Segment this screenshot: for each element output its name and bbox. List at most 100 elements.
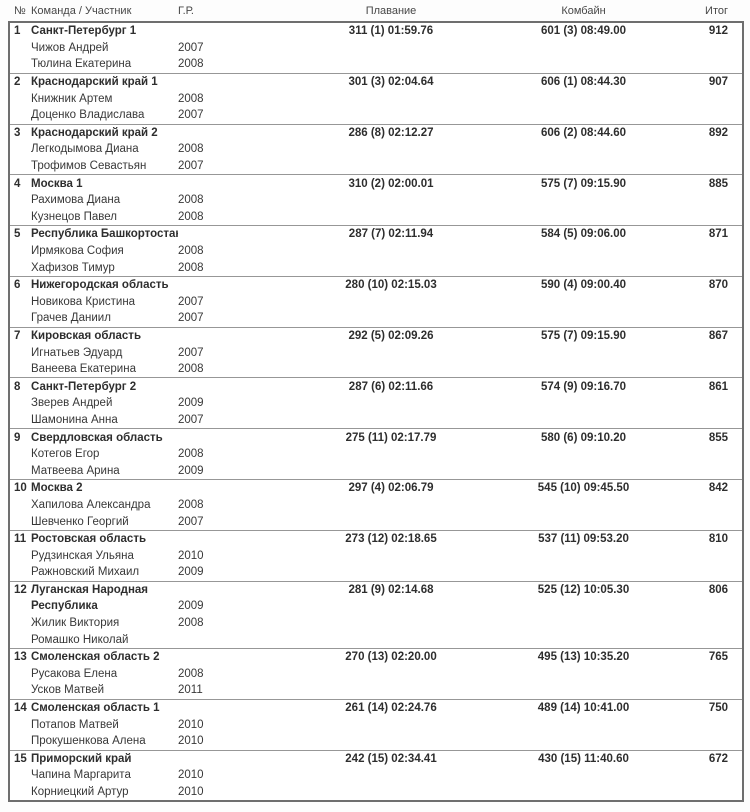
participant-name-cell: Ражновский Михаил [31,566,140,579]
col-header-number: № [14,4,26,17]
participant-line: Рахимова Диана 2008 [10,192,742,209]
participant-line: Новикова Кристина 2007 [10,294,742,311]
participant-line: Трофимов Севастьян 2007 [10,158,742,175]
participant-line: Корниецкий Артур 2010 [10,784,742,801]
combine-result-cell: 537 (11) 09:53.20 [538,533,629,546]
swimming-result-cell: 287 (7) 02:11.94 [348,228,434,241]
birth-year-cell: 2009 [178,600,204,613]
participant-name-cell: Шевченко Георгий [31,515,129,528]
team-result-line: 5 Республика Башкортостан 287 (7) 02:11.94… [10,226,742,243]
birth-year-cell: 2007 [178,295,204,308]
team-result-line: 10 Москва 2 297 (4) 02:06.79 545 (10) 09:45… [10,480,742,497]
swimming-result-cell: 261 (14) 02:24.76 [345,702,437,715]
participant-name-cell: Грачев Даниил [31,312,111,325]
team-result-line: 12 Луганская Народная 281 (9) 02:14.68 525 … [10,582,742,599]
team-result-line: 8 Санкт-Петербург 2 287 (6) 02:11.66 574 (9… [10,378,742,395]
team-name-cell: Смоленская область 1 [31,702,160,715]
birth-year-cell: 2010 [178,769,204,782]
birth-year-cell: 2010 [178,549,204,562]
birth-year-cell: 2007 [178,346,204,359]
swimming-result-cell: 270 (13) 02:20.00 [345,651,437,664]
participant-name-cell: Чапина Маргарита [31,769,131,782]
rank-cell: 13 [14,651,27,664]
swimming-result-cell: 301 (3) 02:04.64 [348,76,434,89]
participant-name-cell: Доценко Владислава [31,109,145,122]
total-points-cell: 861 [708,380,728,393]
team-block: 13 Смоленская область 2 270 (13) 02:20.00 4… [10,649,742,700]
participant-name-cell: Легкодымова Диана [31,143,139,156]
rank-cell: 11 [14,533,27,546]
team-name-cell: Краснодарский край 1 [31,76,158,89]
participant-name-cell: Шамонина Анна [31,413,118,426]
combine-result-cell: 601 (3) 08:49.00 [540,25,627,38]
birth-year-cell: 2008 [178,210,204,223]
col-header-birth-year: Г.Р. [178,4,194,17]
combine-result-cell: 584 (5) 09:06.00 [540,228,627,241]
rank-cell: 14 [14,702,27,715]
participant-name-cell: Жилик Виктория [31,617,120,630]
participant-line: Жилик Виктория 2008 [10,615,742,632]
swimming-result-cell: 311 (1) 01:59.76 [348,25,434,38]
total-points-cell: 907 [708,76,728,89]
birth-year-cell: 2008 [178,448,204,461]
team-result-line: 11 Ростовская область 273 (12) 02:18.65 537… [10,531,742,548]
team-result-line: 6 Нижегородская область 280 (10) 02:15.03 5… [10,277,742,294]
combine-result-cell: 575 (7) 09:15.90 [540,329,627,342]
participant-line: Книжник Артем 2008 [10,90,742,107]
col-header-team: Команда / Участник [31,4,132,17]
participant-line: Чапина Маргарита 2010 [10,767,742,784]
birth-year-cell: 2007 [178,413,204,426]
team-block: 4 Москва 1 310 (2) 02:00.01 575 (7) 09:15.9… [10,175,742,227]
participant-name-cell: Матвеева Арина [31,464,120,477]
participant-line: Шевченко Георгий 2007 [10,513,742,530]
swimming-result-cell: 287 (6) 02:11.66 [348,380,434,393]
team-name-cell: Республика Башкортостан [31,228,178,241]
team-name-cell: Ростовская область [31,533,147,546]
birth-year-cell: 2008 [178,617,204,630]
rank-cell: 6 [14,279,21,292]
participant-name-cell: Хапилова Александра [31,498,151,511]
combine-result-cell: 580 (6) 09:10.20 [540,431,627,444]
rank-cell: 15 [14,752,27,765]
swimming-result-cell: 310 (2) 02:00.01 [348,177,434,190]
swimming-result-cell: 292 (5) 02:09.26 [348,329,434,342]
total-points-cell: 750 [708,702,728,715]
participant-line: Кузнецов Павел 2008 [10,209,742,226]
combine-result-cell: 495 (13) 10:35.20 [537,651,630,664]
participant-line: Зверев Андрей 2009 [10,395,742,412]
rank-cell: 7 [14,329,21,342]
combine-result-cell: 606 (2) 08:44.60 [540,126,627,139]
combine-result-cell: 430 (15) 11:40.60 [538,752,629,765]
team-block: 1 Санкт-Петербург 1 311 (1) 01:59.76 601 (3… [10,23,742,74]
team-block: 8 Санкт-Петербург 2 287 (6) 02:11.66 574 (9… [10,378,742,430]
participant-name-cell: Котегов Егор [31,448,100,461]
birth-year-cell: 2010 [178,786,204,799]
birth-year-cell: 2009 [178,464,204,477]
team-result-line: 14 Смоленская область 1 261 (14) 02:24.76 4… [10,700,742,717]
birth-year-cell: 2007 [178,109,204,122]
swimming-result-cell: 281 (9) 02:14.68 [348,583,434,596]
birth-year-cell: 2008 [178,261,204,274]
participant-line: Хафизов Тимур 2008 [10,259,742,276]
participant-line: Чижов Андрей 2007 [10,40,742,57]
participant-line: Грачев Даниил 2007 [10,310,742,327]
birth-year-cell: 2008 [178,245,204,258]
team-result-line: 15 Приморский край 242 (15) 02:34.41 430 (1… [10,751,742,768]
team-name-cell: Санкт-Петербург 1 [31,25,137,38]
rank-cell: 4 [14,177,21,190]
team-name-cell: Луганская Народная [31,583,148,596]
birth-year-cell: 2008 [178,498,204,511]
birth-year-cell: 2007 [178,312,204,325]
combine-result-cell: 525 (12) 10:05.30 [537,583,630,596]
total-points-cell: 870 [708,279,728,292]
birth-year-cell: 2008 [178,92,204,105]
total-points-cell: 867 [708,329,728,342]
swimming-result-cell: 275 (11) 02:17.79 [345,431,437,444]
participant-name-cell: Ванеева Екатерина [31,363,136,376]
rank-cell: 10 [14,482,27,495]
team-result-line: 1 Санкт-Петербург 1 311 (1) 01:59.76 601 (3… [10,23,742,40]
team-name-cell: Краснодарский край 2 [31,126,158,139]
team-block: 2 Краснодарский край 1 301 (3) 02:04.64 606… [10,74,742,125]
participant-line: Прокушенкова Алена 2010 [10,733,742,750]
total-points-cell: 672 [708,752,728,765]
